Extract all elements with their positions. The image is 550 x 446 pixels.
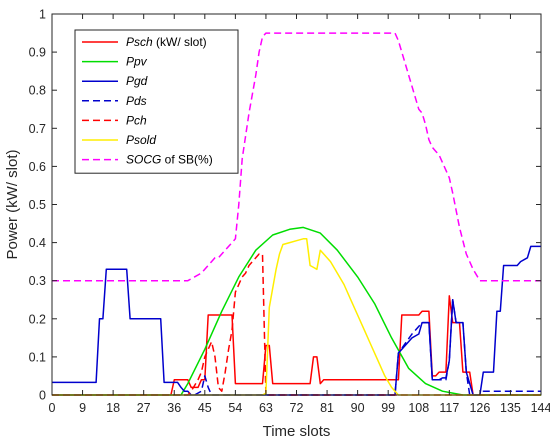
legend-label: Ppv bbox=[126, 55, 148, 69]
series-line-6 bbox=[52, 238, 541, 396]
legend-label: Pgd bbox=[126, 74, 148, 88]
y-tick-label: 0.3 bbox=[29, 274, 46, 288]
legend-label-part: Psold bbox=[126, 133, 156, 147]
y-tick-label: 0.7 bbox=[29, 122, 46, 136]
x-tick-label: 9 bbox=[79, 401, 86, 415]
legend-box bbox=[74, 29, 239, 174]
x-tick-label: 0 bbox=[49, 401, 56, 415]
y-tick-label: 0.6 bbox=[29, 160, 46, 174]
legend-label-part: Pch bbox=[126, 113, 147, 127]
x-tick-label: 63 bbox=[259, 401, 273, 415]
legend-label: Pch bbox=[126, 113, 147, 127]
legend-label: Psch (kW/ slot) bbox=[126, 35, 207, 49]
y-axis-label: Power (kW/ slot) bbox=[4, 149, 21, 259]
legend-label-part: Psch bbox=[126, 35, 153, 49]
legend-label-part: SOCG bbox=[126, 153, 161, 167]
x-tick-label: 36 bbox=[167, 401, 181, 415]
legend-label: Pds bbox=[126, 94, 147, 108]
x-tick-label: 72 bbox=[290, 401, 304, 415]
y-tick-label: 0.2 bbox=[29, 312, 46, 326]
y-tick-label: 0.9 bbox=[29, 46, 46, 60]
y-tick-label: 1 bbox=[39, 8, 46, 22]
legend-label-part: (kW/ slot) bbox=[153, 35, 207, 49]
series-line-2 bbox=[52, 226, 541, 396]
y-tick-label: 0 bbox=[39, 389, 46, 403]
series-line-7 bbox=[52, 32, 541, 282]
y-tick-label: 0.4 bbox=[29, 236, 46, 250]
legend-label: SOCG of SB(%) bbox=[126, 153, 213, 167]
legend-label: Psold bbox=[126, 133, 156, 147]
x-tick-label: 27 bbox=[137, 401, 151, 415]
legend-label-part: of SB(%) bbox=[161, 153, 212, 167]
x-axis-label: Time slots bbox=[263, 423, 331, 440]
x-tick-label: 54 bbox=[228, 401, 242, 415]
x-tick-label: 90 bbox=[351, 401, 365, 415]
x-tick-label: 99 bbox=[381, 401, 395, 415]
legend-label-part: Ppv bbox=[126, 55, 148, 69]
legend-label-part: Pds bbox=[126, 94, 147, 108]
y-tick-label: 0.8 bbox=[29, 84, 46, 98]
x-tick-label: 18 bbox=[106, 401, 120, 415]
series-line-5 bbox=[52, 253, 541, 396]
x-tick-label: 144 bbox=[531, 401, 550, 415]
legend: Psch (kW/ slot) Ppv Pgd Pds Pch Psold SOCG of … bbox=[74, 29, 239, 174]
y-tick-label: 0.5 bbox=[29, 198, 46, 212]
series-line-1 bbox=[52, 295, 541, 396]
series-layer bbox=[52, 32, 541, 396]
x-tick-label: 108 bbox=[408, 401, 429, 415]
series-line-4 bbox=[52, 299, 541, 396]
x-tick-label: 81 bbox=[320, 401, 334, 415]
x-tick-label: 126 bbox=[469, 401, 490, 415]
axes-ticks: 0 9 18 27 36 45 54 63 72 81 90 99 108 117 126 135 144 0 0.… bbox=[29, 8, 550, 416]
x-tick-label: 117 bbox=[439, 401, 459, 415]
x-tick-label: 135 bbox=[500, 401, 521, 415]
legend-label-part: Pgd bbox=[126, 74, 148, 88]
y-tick-label: 0.1 bbox=[29, 350, 46, 364]
x-tick-label: 45 bbox=[198, 401, 212, 415]
